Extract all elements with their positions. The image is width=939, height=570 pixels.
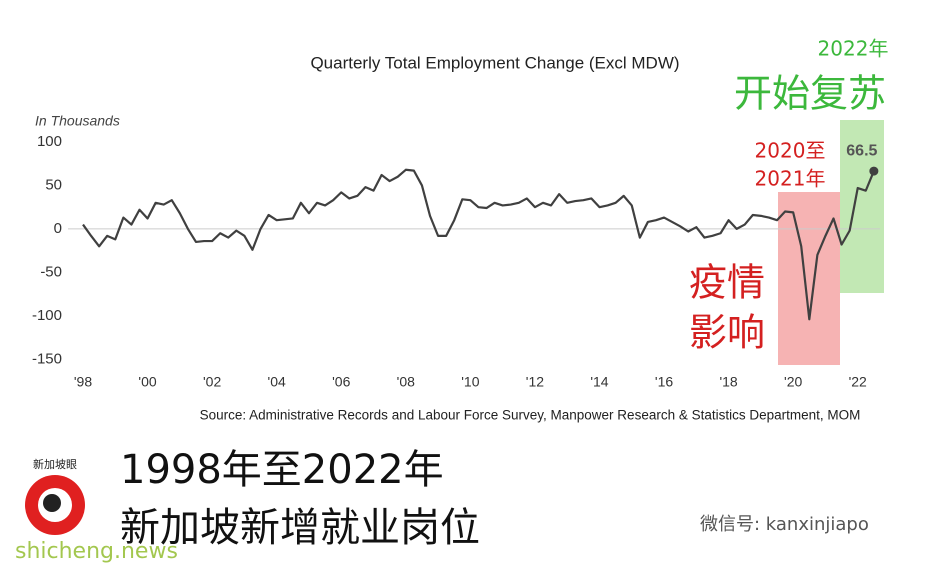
logo-icon — [43, 494, 61, 512]
x-tick-label: '06 — [332, 374, 350, 390]
y-tick-label: 50 — [45, 176, 62, 193]
annotation: 2022年 — [818, 37, 889, 61]
chart-title: Quarterly Total Employment Change (Excl … — [310, 53, 679, 72]
y-tick-label: 100 — [37, 133, 62, 150]
y-tick-label: -50 — [40, 263, 62, 280]
line — [82, 168, 875, 321]
x-tick-label: '14 — [590, 374, 608, 390]
recovery-band — [840, 120, 884, 293]
watermark: shicheng.news — [15, 539, 178, 564]
x-tick-label: '00 — [138, 374, 156, 390]
x-tick-label: '12 — [526, 374, 544, 390]
x-tick-label: '98 — [74, 374, 92, 390]
x-tick-label: '08 — [397, 374, 415, 390]
covid-band — [778, 192, 840, 365]
y-axis-label: In Thousands — [35, 113, 120, 129]
x-tick-label: '02 — [203, 374, 221, 390]
wechat-id: 微信号: kanxinjiapo — [700, 514, 869, 535]
data-label: 66.5 — [846, 142, 877, 159]
annotation: 影响 — [689, 311, 765, 355]
x-tick-label: '18 — [719, 374, 737, 390]
x-tick-label: '22 — [849, 374, 867, 390]
y-tick-label: -150 — [32, 350, 62, 367]
headline: 新加坡新增就业岗位 — [120, 505, 480, 551]
annotation: 2020至 — [755, 139, 826, 163]
x-tick-label: '10 — [461, 374, 479, 390]
annotation: 开始复苏 — [734, 72, 886, 116]
x-tick-label: '04 — [268, 374, 286, 390]
x-tick-label: '20 — [784, 374, 802, 390]
annotation: 疫情 — [689, 261, 765, 305]
source: Source: Administrative Records and Labou… — [200, 408, 861, 423]
headline: 1998年至2022年 — [120, 447, 444, 493]
logo-text: 新加坡眼 — [33, 457, 77, 471]
y-tick-label: -100 — [32, 307, 62, 324]
end-point — [869, 166, 879, 176]
annotation: 2021年 — [755, 167, 826, 191]
x-tick-label: '16 — [655, 374, 673, 390]
y-tick-label: 0 — [54, 220, 62, 237]
